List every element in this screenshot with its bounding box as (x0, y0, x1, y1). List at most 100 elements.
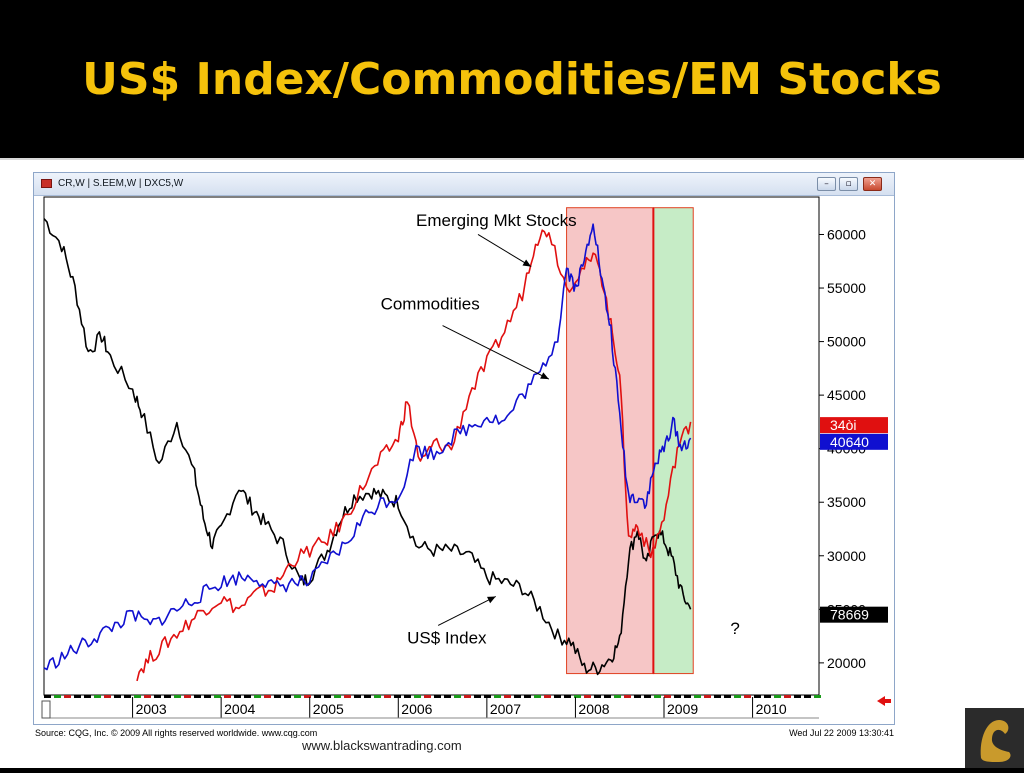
timeline-segment (644, 695, 651, 698)
timeline-segment (54, 695, 61, 698)
price-tag-label: 34òi (830, 417, 856, 433)
timeline-segment (294, 695, 301, 698)
timeline-segment (654, 695, 661, 698)
timeline-segment (444, 695, 451, 698)
timeline-segment (454, 695, 461, 698)
timeline-segment (504, 695, 511, 698)
timeline-segment (664, 695, 671, 698)
timeline-segment (344, 695, 351, 698)
chart-canvas[interactable]: Emerging Mkt Stocks Commodities US$ Index?… (34, 173, 894, 724)
shaded-region-green (652, 207, 694, 675)
timeline-segment (234, 695, 241, 698)
timeline-segment (544, 695, 551, 698)
chart-window: CR,W | S.EEM,W | DXC5,W – ▫ ✕ Emerging M… (33, 172, 895, 725)
x-tick-label: 2005 (313, 701, 344, 717)
red-left-arrow-icon[interactable] (877, 696, 891, 706)
timeline-segment (434, 695, 441, 698)
y-tick-label: 50000 (827, 334, 866, 350)
timeline-segment (564, 695, 571, 698)
timeline-segment (64, 695, 71, 698)
timeline-segment (44, 695, 51, 698)
timeline-segment (514, 695, 521, 698)
y-tick-label: 45000 (827, 387, 866, 403)
timeline-segment (694, 695, 701, 698)
timeline-segment (714, 695, 721, 698)
swan-logo-icon (965, 708, 1024, 768)
timeline-segment (354, 695, 361, 698)
scroll-handle[interactable] (41, 700, 51, 719)
timeline-segment (254, 695, 261, 698)
timeline-segment (604, 695, 611, 698)
timeline-segment (584, 695, 591, 698)
timeline-segment (524, 695, 531, 698)
timeline-segment (814, 695, 821, 698)
annotation-arrowhead (522, 259, 532, 267)
timeline-segment (534, 695, 541, 698)
x-tick-label: 2006 (401, 701, 432, 717)
timeline-segment (364, 695, 371, 698)
timeline-segment (334, 695, 341, 698)
footer-url[interactable]: www.blackswantrading.com (302, 738, 462, 753)
annotation-label: Emerging Mkt Stocks (416, 211, 577, 230)
timeline-segment (194, 695, 201, 698)
price-tag (820, 433, 888, 450)
timeline-segment (134, 695, 141, 698)
shaded-region-red (566, 207, 654, 675)
y-tick-label: 30000 (827, 548, 866, 564)
timeline-segment (204, 695, 211, 698)
timeline-segment (84, 695, 91, 698)
annotation-arrow (442, 325, 550, 380)
timeline-segment (804, 695, 811, 698)
price-tag (820, 606, 888, 623)
timeline-segment (594, 695, 601, 698)
timeline-segment (324, 695, 331, 698)
timeline-segment (724, 695, 731, 698)
timeline-segment (314, 695, 321, 698)
timeline-segment (404, 695, 411, 698)
y-tick-label: 60000 (827, 226, 866, 242)
minimize-button[interactable]: – (817, 177, 836, 191)
series-commodities (136, 229, 692, 682)
footer-timestamp: Wed Jul 22 2009 13:30:41 (789, 728, 894, 738)
window-title: CR,W | S.EEM,W | DXC5,W (58, 178, 184, 189)
annotation-label: US$ Index (407, 629, 487, 648)
timeline-segment (144, 695, 151, 698)
timeline-segment (154, 695, 161, 698)
timeline-segment (224, 695, 231, 698)
timeline-segment (774, 695, 781, 698)
title-divider (0, 158, 1024, 160)
timeline-segment (424, 695, 431, 698)
timeline-segment (274, 695, 281, 698)
annotation-label: ? (730, 619, 739, 638)
timeline-segment (674, 695, 681, 698)
timeline-segment (474, 695, 481, 698)
footer-source: Source: CQG, Inc. © 2009 All rights rese… (35, 728, 318, 738)
window-titlebar[interactable]: CR,W | S.EEM,W | DXC5,W – ▫ ✕ (34, 173, 894, 196)
timeline-segment (754, 695, 761, 698)
timeline-segment (614, 695, 621, 698)
timeline-segment (744, 695, 751, 698)
timeline-segment (484, 695, 491, 698)
annotation-arrow (437, 596, 496, 626)
timeline-segment (734, 695, 741, 698)
timeline-segment (184, 695, 191, 698)
timeline-segment (684, 695, 691, 698)
slide-title: US$ Index/Commodities/EM Stocks (82, 54, 942, 105)
timeline-segment (164, 695, 171, 698)
timeline-segment (414, 695, 421, 698)
timeline-segment (574, 695, 581, 698)
y-tick-label: 20000 (827, 655, 866, 671)
y-tick-label: 55000 (827, 280, 866, 296)
timeline-segment (764, 695, 771, 698)
timeline-segment (634, 695, 641, 698)
price-tag-label: 78669 (830, 607, 869, 623)
timeline-segment (304, 695, 311, 698)
series-us-index (43, 218, 692, 676)
timeline-segment (394, 695, 401, 698)
timeline-segment (264, 695, 271, 698)
timeline-segment (794, 695, 801, 698)
restore-button[interactable]: ▫ (839, 177, 858, 191)
price-tag-label: 40640 (830, 434, 869, 450)
close-button[interactable]: ✕ (863, 177, 882, 191)
x-tick-label: 2009 (667, 701, 698, 717)
